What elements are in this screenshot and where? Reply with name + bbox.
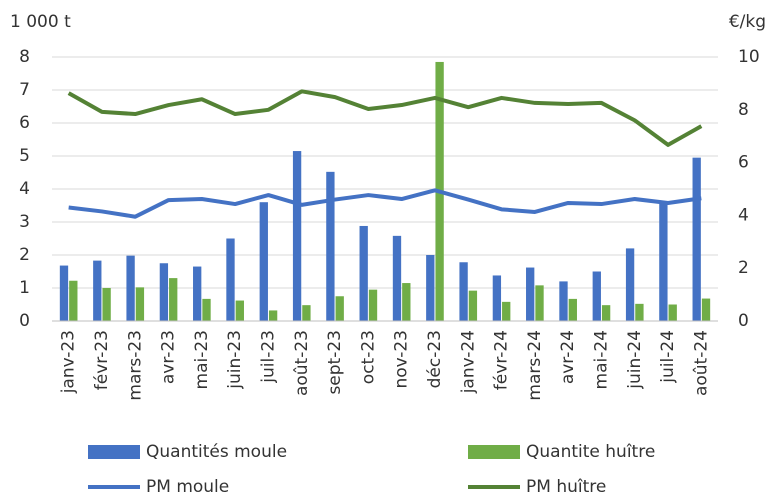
bar xyxy=(535,285,544,321)
x-tick-label: mai-23 xyxy=(192,330,212,389)
x-tick-label: mai-24 xyxy=(591,330,611,389)
y-tick-label: 5 xyxy=(19,146,30,166)
bar xyxy=(292,151,302,321)
bar xyxy=(692,157,701,321)
bar xyxy=(526,267,535,321)
bar xyxy=(226,238,235,321)
legend-label: PM huître xyxy=(526,477,606,497)
bar xyxy=(392,235,402,321)
line xyxy=(67,89,703,147)
bar xyxy=(126,255,135,321)
bar xyxy=(668,304,677,321)
legend-label: Quantite huître xyxy=(526,442,655,462)
bar xyxy=(635,303,644,321)
bar xyxy=(235,300,244,321)
y-tick-label: 3 xyxy=(19,212,30,232)
bar xyxy=(335,296,344,321)
bar xyxy=(592,271,601,321)
x-tick-label: févr-23 xyxy=(92,330,112,390)
x-tick-label: janv-23 xyxy=(59,330,79,394)
x-tick-label: juin-23 xyxy=(225,330,245,390)
y2-tick-label: 8 xyxy=(738,100,749,120)
y-tick-label: 2 xyxy=(19,245,30,265)
line xyxy=(68,188,702,219)
bar xyxy=(135,287,145,321)
bar xyxy=(193,266,202,321)
bar xyxy=(625,248,635,321)
y-tick-label: 0 xyxy=(19,311,30,331)
y-tick-label: 1 xyxy=(19,278,30,298)
bar xyxy=(368,289,378,321)
x-tick-label: nov-23 xyxy=(392,330,412,389)
y-tick-label: 4 xyxy=(19,179,30,199)
x-tick-label: avr-23 xyxy=(159,330,179,384)
legend-swatch xyxy=(88,445,140,459)
x-tick-label: sept-23 xyxy=(325,330,345,395)
x-tick-label: févr-24 xyxy=(492,330,512,390)
x-tick-label: août-23 xyxy=(292,330,312,396)
x-tick-label: juin-24 xyxy=(625,330,645,390)
x-tick-label: déc-23 xyxy=(425,330,445,388)
x-tick-label: juil-23 xyxy=(258,330,278,384)
legend-label: PM moule xyxy=(146,477,229,497)
x-tick-label: juil-24 xyxy=(658,330,678,384)
y2-tick-label: 0 xyxy=(738,311,749,331)
y-tick-label: 6 xyxy=(19,113,30,133)
x-tick-label: janv-24 xyxy=(458,330,478,394)
legend-label: Quantités moule xyxy=(146,442,287,462)
bar xyxy=(102,288,111,321)
bar xyxy=(559,281,568,321)
bar xyxy=(169,278,178,321)
bar xyxy=(59,265,69,321)
bar xyxy=(502,301,511,321)
bar xyxy=(326,171,335,321)
bar xyxy=(69,280,78,321)
bar xyxy=(302,305,311,321)
bar xyxy=(202,298,211,321)
bar xyxy=(159,263,169,321)
bar xyxy=(402,283,411,321)
x-tick-label: avr-24 xyxy=(558,330,578,384)
y-tick-label: 8 xyxy=(19,47,30,67)
bar xyxy=(568,298,577,321)
bar xyxy=(93,260,102,321)
bar xyxy=(359,225,368,321)
bar xyxy=(468,290,478,321)
x-tick-label: août-24 xyxy=(691,330,711,396)
x-tick-label: mars-24 xyxy=(525,330,545,401)
y2-tick-label: 6 xyxy=(738,153,749,173)
x-tick-label: mars-23 xyxy=(125,330,145,401)
bar xyxy=(701,298,711,321)
y2-tick-label: 4 xyxy=(738,205,749,225)
x-tick-label: oct-23 xyxy=(358,330,378,384)
y-axis-label: 1 000 t xyxy=(10,12,71,32)
y-tick-label: 7 xyxy=(19,80,30,100)
bar xyxy=(659,203,668,321)
bar xyxy=(601,305,611,321)
y2-tick-label: 2 xyxy=(738,258,749,278)
y2-axis-label: €/kg xyxy=(729,12,766,32)
legend-swatch xyxy=(468,445,520,459)
bar xyxy=(459,262,468,321)
bar xyxy=(492,275,502,321)
y2-tick-label: 10 xyxy=(738,47,760,67)
bar xyxy=(426,255,435,321)
bar xyxy=(268,310,278,321)
bar xyxy=(259,202,268,321)
